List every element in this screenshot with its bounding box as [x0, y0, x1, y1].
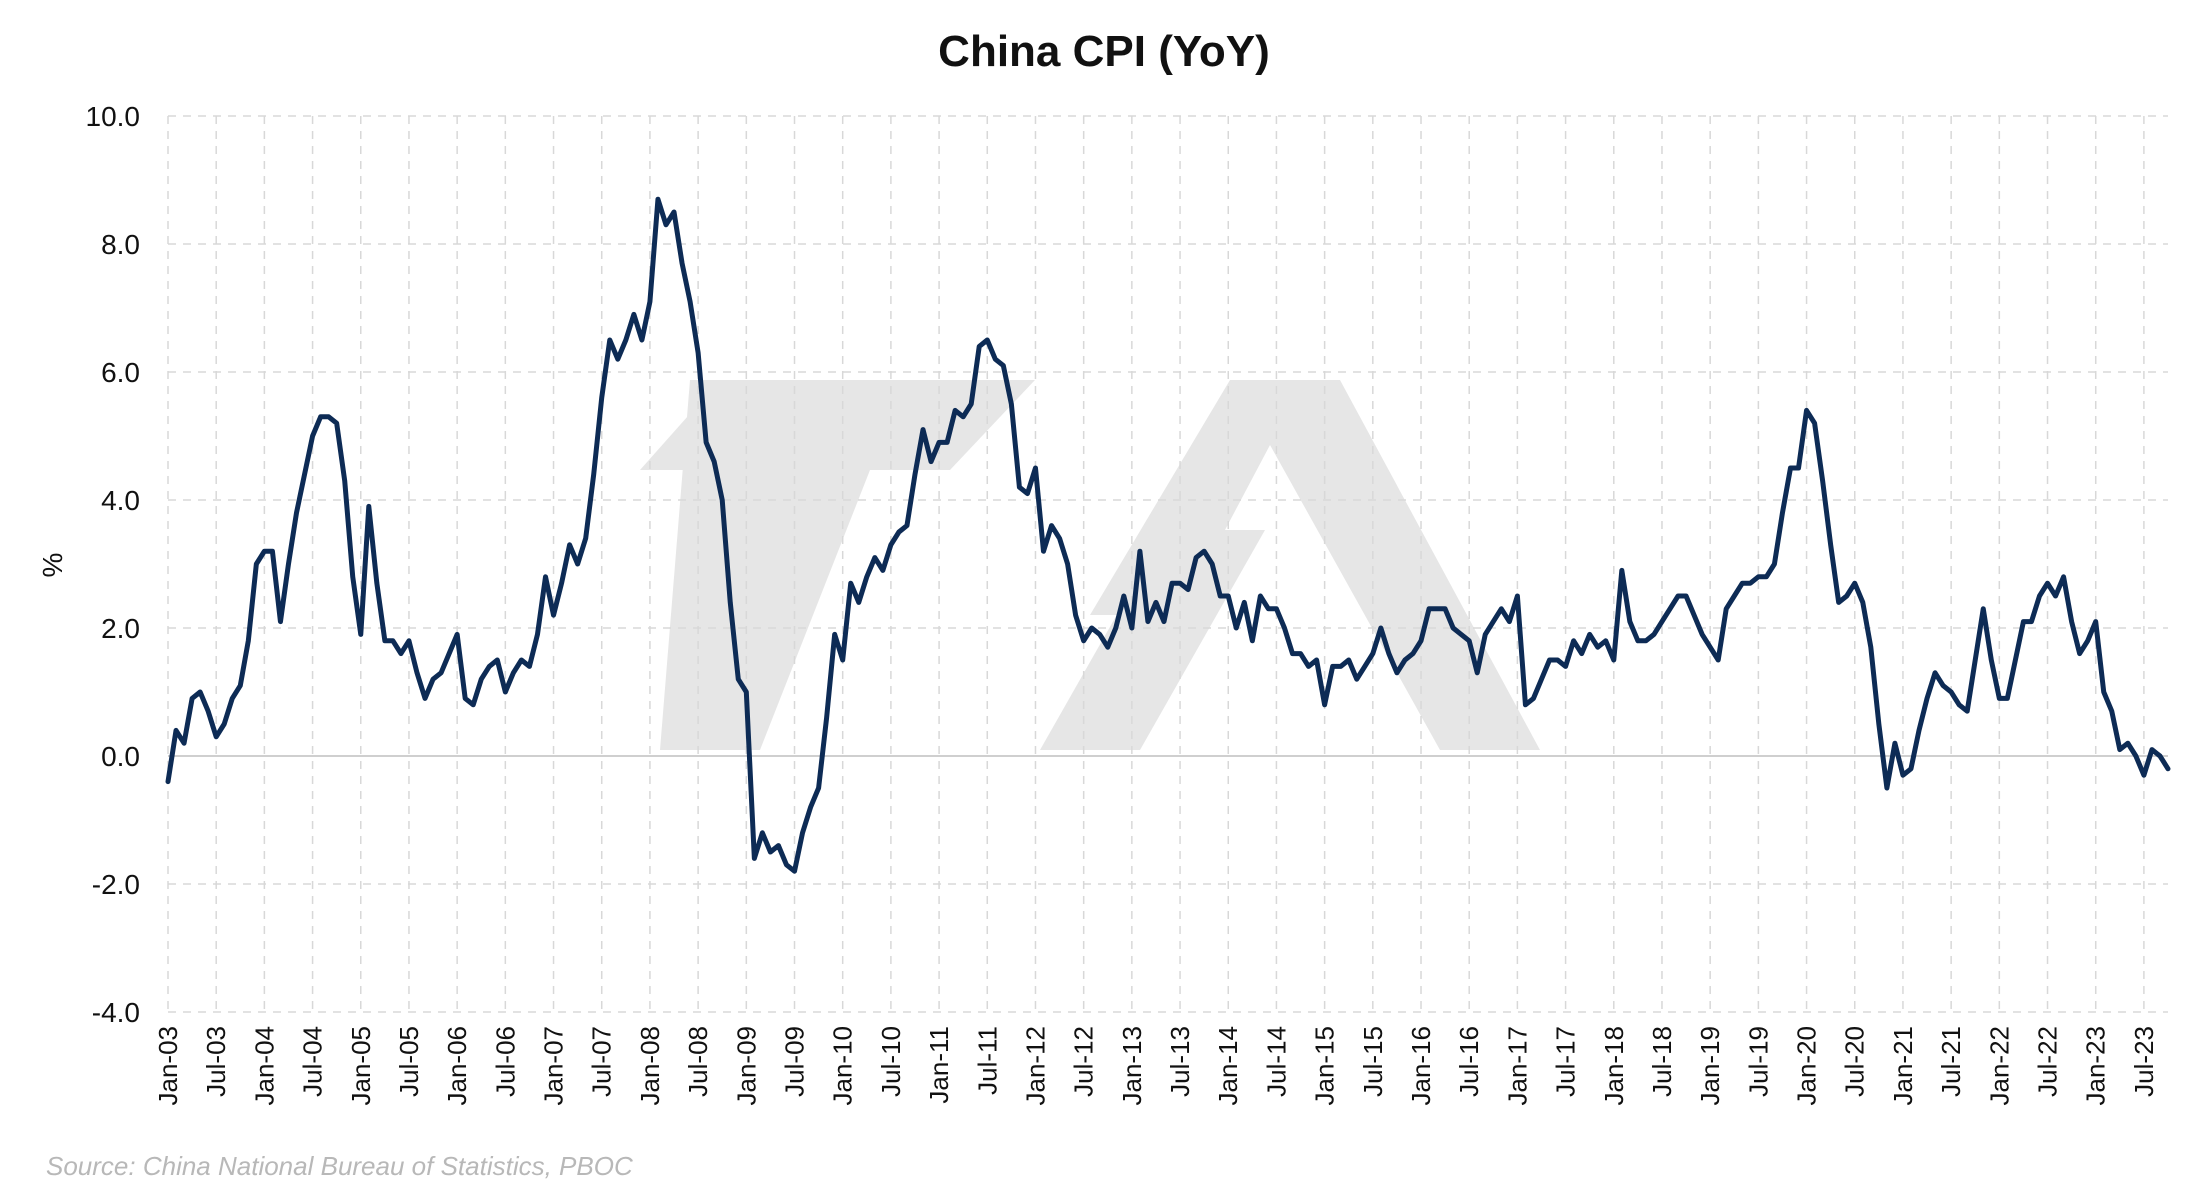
x-tick-label: Jan-08: [635, 1026, 665, 1106]
x-tick-label: Jul-05: [394, 1026, 424, 1097]
chart-title: China CPI (YoY): [938, 27, 1270, 76]
x-tick-label: Jul-10: [876, 1026, 906, 1097]
y-tick-label: 0.0: [101, 741, 140, 772]
x-tick-label: Jul-03: [201, 1026, 231, 1097]
x-tick-label: Jan-15: [1310, 1026, 1340, 1106]
y-tick-label: -2.0: [92, 869, 140, 900]
x-tick-label: Jul-23: [2129, 1026, 2159, 1097]
x-tick-label: Jan-21: [1888, 1026, 1918, 1106]
x-tick-label: Jan-12: [1020, 1026, 1050, 1106]
x-tick-label: Jan-11: [924, 1026, 954, 1104]
x-tick-label: Jan-09: [731, 1026, 761, 1106]
x-tick-label: Jul-19: [1743, 1026, 1773, 1097]
y-tick-label: 6.0: [101, 357, 140, 388]
x-tick-label: Jan-16: [1406, 1026, 1436, 1106]
y-tick-label: 2.0: [101, 613, 140, 644]
watermark-shape-right: [1090, 380, 1540, 750]
x-tick-label: Jul-08: [683, 1026, 713, 1097]
y-tick-label: -4.0: [92, 997, 140, 1028]
x-tick-label: Jul-17: [1551, 1026, 1581, 1097]
x-tick-label: Jan-20: [1792, 1026, 1822, 1106]
x-tick-label: Jul-21: [1936, 1026, 1966, 1097]
cpi-series-line: [165, 196, 2171, 874]
x-tick-label: Jul-22: [2033, 1026, 2063, 1097]
y-tick-label: 4.0: [101, 485, 140, 516]
x-tick-label: Jan-23: [2081, 1026, 2111, 1106]
x-tick-label: Jan-17: [1502, 1026, 1532, 1106]
y-tick-label: 8.0: [101, 229, 140, 260]
watermark-shape-stroke: [1040, 530, 1265, 750]
x-tick-label: Jan-13: [1117, 1026, 1147, 1106]
x-tick-label: Jul-11: [972, 1026, 1002, 1095]
x-tick-label: Jan-04: [249, 1026, 279, 1106]
logo-watermark: [640, 380, 1540, 750]
x-tick-label: Jan-14: [1213, 1026, 1243, 1106]
grid: [167, 115, 2168, 1013]
y-axis-label: %: [37, 553, 68, 578]
x-tick-label: Jul-12: [1069, 1026, 1099, 1097]
x-tick-label: Jul-04: [298, 1026, 328, 1097]
x-tick-label: Jan-10: [828, 1026, 858, 1106]
source-note: Source: China National Bureau of Statist…: [46, 1151, 633, 1181]
axes: -4.0 -2.0 0.0 2.0 4.0 6.0 8.0 10.0 Jan-03 Jul-03 J…: [86, 101, 2159, 1106]
x-tick-label: Jan-07: [539, 1026, 569, 1106]
x-tick-label: Jan-06: [442, 1026, 472, 1106]
x-tick-label: Jul-15: [1358, 1026, 1388, 1097]
x-tick-label: Jul-06: [490, 1026, 520, 1097]
plot-area: [165, 196, 2171, 874]
x-tick-label: Jan-05: [346, 1026, 376, 1106]
x-tick-label: Jul-13: [1165, 1026, 1195, 1097]
y-tick-label: 10.0: [86, 101, 141, 132]
x-tick-label: Jul-16: [1454, 1026, 1484, 1097]
x-tick-label: Jul-07: [587, 1026, 617, 1097]
x-tick-label: Jul-18: [1647, 1026, 1677, 1097]
watermark-shape-left: [660, 380, 870, 750]
x-tick-label: Jul-20: [1840, 1026, 1870, 1097]
x-tick-label: Jan-18: [1599, 1026, 1629, 1106]
x-tick-label: Jan-22: [1984, 1026, 2014, 1106]
x-tick-label: Jul-14: [1261, 1026, 1291, 1097]
x-tick-label: Jan-03: [153, 1026, 183, 1106]
x-tick-label: Jul-09: [780, 1026, 810, 1097]
x-tick-label: Jan-19: [1695, 1026, 1725, 1106]
